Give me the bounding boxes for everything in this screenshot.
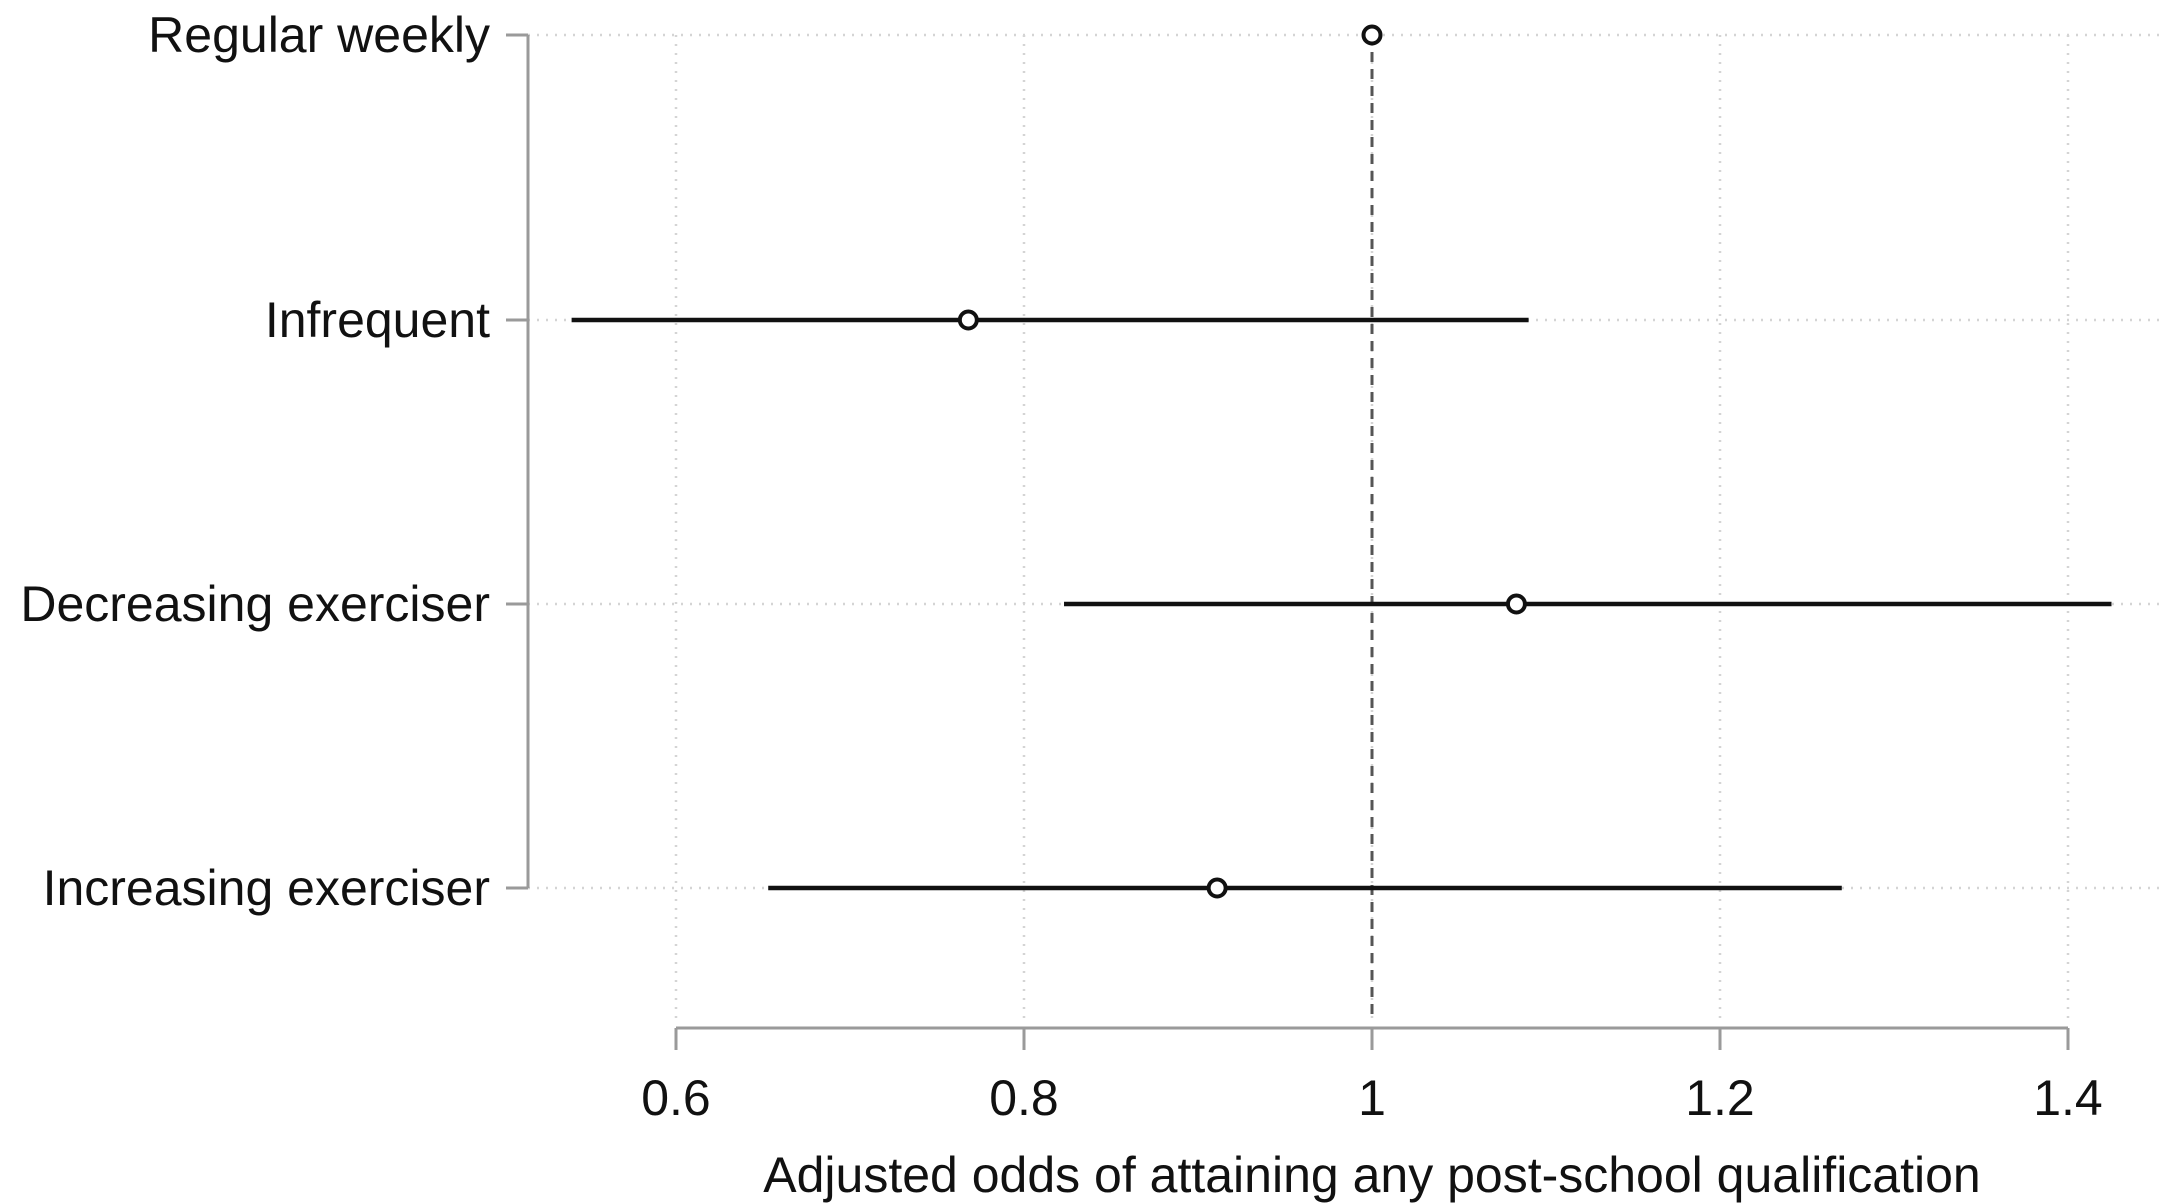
x-tick-label-1: 1 — [1358, 1070, 1386, 1126]
axis-layer — [506, 33, 2070, 1050]
estimate-point-infrequent — [957, 309, 979, 331]
category-label-infrequent: Infrequent — [265, 292, 490, 348]
x-tick-label-1-4: 1.4 — [2033, 1070, 2103, 1126]
x-tick-label-0-6: 0.6 — [641, 1070, 711, 1126]
x-tick-label-1-2: 1.2 — [1685, 1070, 1755, 1126]
x-axis-title: Adjusted odds of attaining any post-scho… — [763, 1147, 1980, 1203]
label-layer: 0.6 0.8 1 1.2 1.4 Adjusted odds of attaining … — [20, 7, 2102, 1203]
x-tick-label-0-8: 0.8 — [989, 1070, 1059, 1126]
category-label-decreasing-exerciser: Decreasing exerciser — [20, 576, 490, 632]
data-layer — [571, 24, 2112, 899]
grid-layer — [528, 33, 2161, 1020]
category-label-regular-weekly: Regular weekly — [148, 7, 490, 63]
category-label-increasing-exerciser: Increasing exerciser — [43, 860, 490, 916]
estimate-point-decreasing-exerciser — [1505, 593, 1527, 615]
estimate-point-increasing-exerciser — [1206, 877, 1228, 899]
estimate-point-regular-weekly — [1361, 24, 1383, 46]
